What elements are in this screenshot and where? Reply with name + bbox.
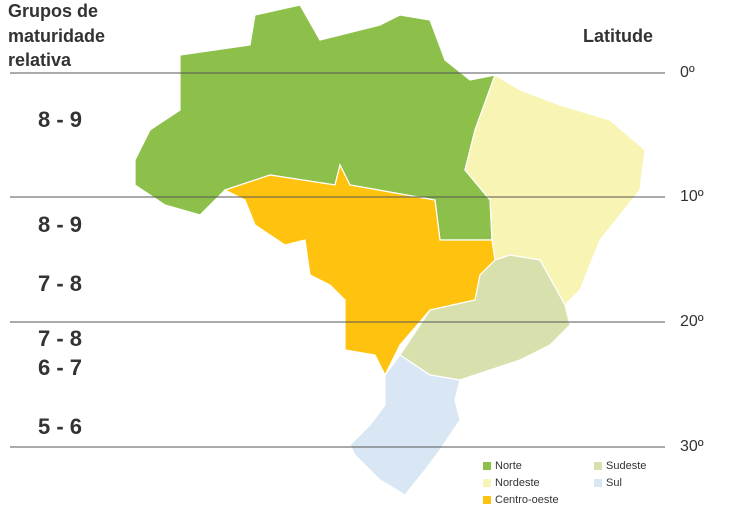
group-label: 8 - 9 xyxy=(38,212,82,237)
group-label: 7 - 8 xyxy=(38,326,82,351)
legend-swatch xyxy=(483,462,491,470)
group-label: 5 - 6 xyxy=(38,414,82,439)
group-label: 6 - 7 xyxy=(38,355,82,380)
region-sul xyxy=(349,354,461,496)
legend-swatch xyxy=(483,496,491,504)
title: relativa xyxy=(8,50,72,70)
legend: Norte Nordeste Centro-oeste Sudeste Sul xyxy=(483,460,646,506)
legend-swatch xyxy=(483,479,491,487)
title: Grupos de xyxy=(8,1,98,21)
legend-label: Nordeste xyxy=(495,477,540,489)
legend-swatch xyxy=(594,462,602,470)
title: maturidade xyxy=(8,26,105,46)
region-sudeste xyxy=(399,254,571,381)
latitude-label: 20º xyxy=(680,313,704,330)
latitude-title: Latitude xyxy=(583,26,653,46)
latitude-label: 10º xyxy=(680,188,704,205)
group-label: 7 - 8 xyxy=(38,271,82,296)
legend-label: Norte xyxy=(495,460,522,472)
group-label: 8 - 9 xyxy=(38,107,82,132)
latitude-lines xyxy=(10,72,665,448)
legend-label: Centro-oeste xyxy=(495,494,559,506)
region-centro-oeste xyxy=(223,163,496,377)
latitude-label: 0º xyxy=(680,64,695,81)
brazil-map xyxy=(134,4,646,496)
legend-label: Sul xyxy=(606,477,622,489)
legend-label: Sudeste xyxy=(606,460,646,472)
legend-swatch xyxy=(594,479,602,487)
region-nordeste xyxy=(464,74,646,306)
latitude-label: 30º xyxy=(680,438,704,455)
